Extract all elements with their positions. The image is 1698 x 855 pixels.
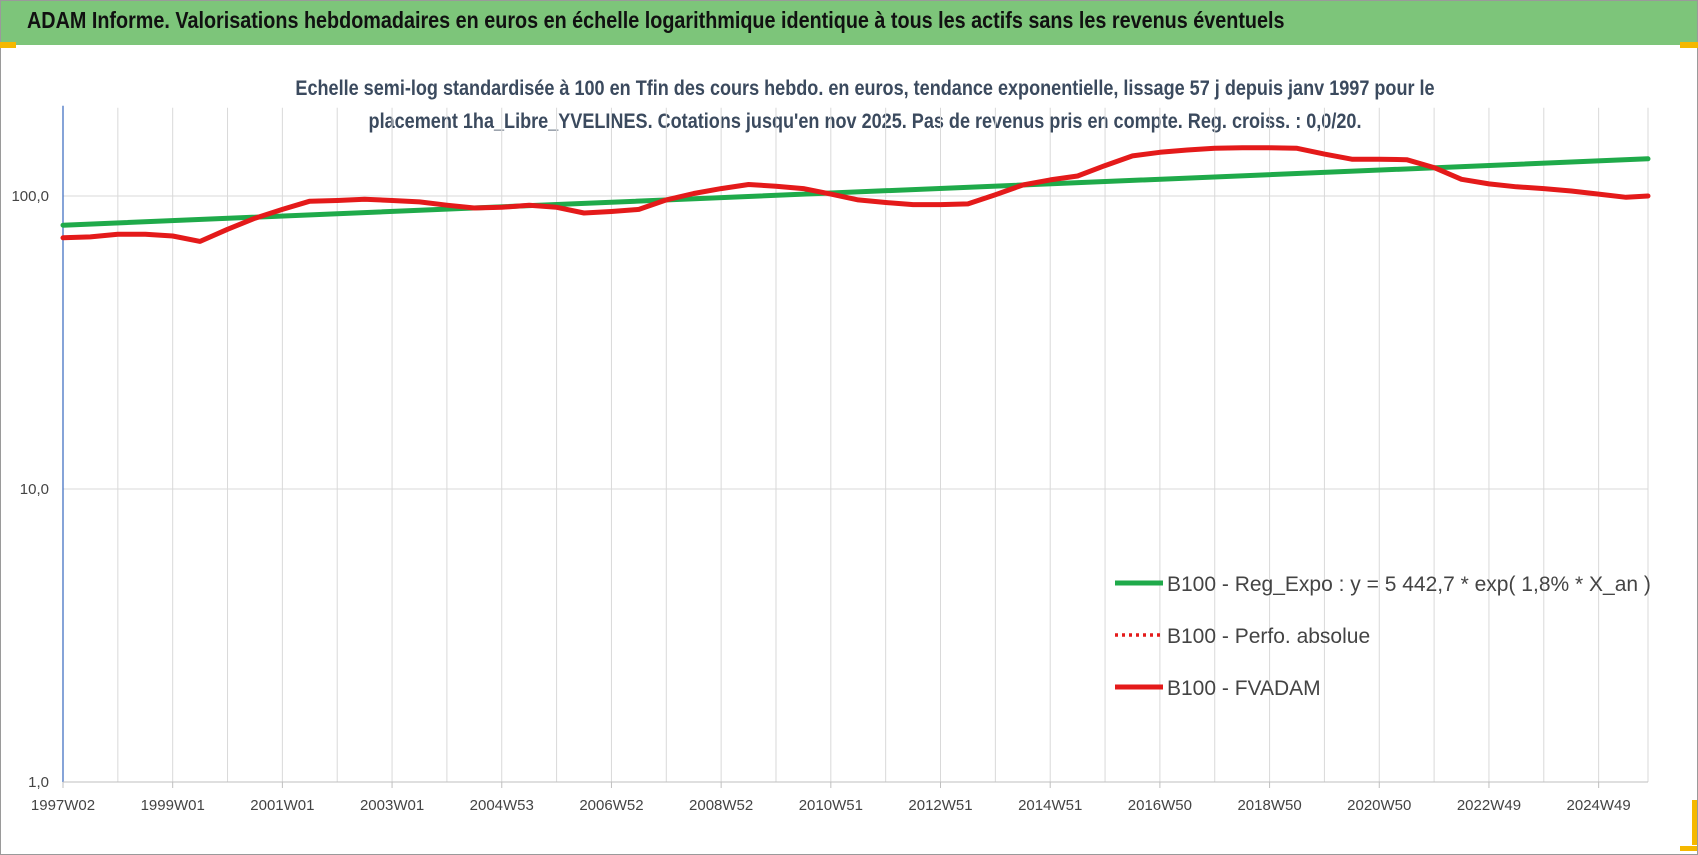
x-tick-label: 2004W53 — [470, 797, 534, 814]
x-tick-label: 2003W01 — [360, 797, 424, 814]
series-line-fvadam — [60, 145, 1651, 244]
corner-accent-bottom-right-foot — [1680, 846, 1697, 851]
corner-accent-top-left — [0, 42, 16, 48]
header-title: ADAM Informe. Valorisations hebdomadaire… — [27, 7, 1285, 33]
x-tick-label: 2016W50 — [1128, 797, 1192, 814]
x-tick-label: 2024W49 — [1567, 797, 1631, 814]
y-tick-label: 100,0 — [11, 188, 49, 205]
x-tick-label: 2008W52 — [689, 797, 753, 814]
corner-accent-top-right — [1680, 42, 1698, 48]
x-tick-label: 2010W51 — [799, 797, 863, 814]
x-tick-label: 2001W01 — [250, 797, 314, 814]
x-tick-label: 2022W49 — [1457, 797, 1521, 814]
x-tick-label: 2006W52 — [579, 797, 643, 814]
chart-title: Echelle semi-log standardisée à 100 en T… — [293, 72, 1437, 138]
legend-label: B100 - FVADAM — [1167, 677, 1321, 700]
header-bar: ADAM Informe. Valorisations hebdomadaire… — [1, 1, 1697, 45]
corner-accent-bottom-right — [1692, 800, 1697, 845]
x-tick-label: 1997W02 — [31, 797, 95, 814]
legend-label: B100 - Reg_Expo : y = 5 442,7 * exp( 1,8… — [1167, 573, 1651, 596]
series-line-reg-expo — [60, 156, 1651, 228]
x-tick-label: 1999W01 — [141, 797, 205, 814]
chart-title-line-1: Echelle semi-log standardisée à 100 en T… — [295, 77, 1435, 100]
x-tick-label: 2012W51 — [908, 797, 972, 814]
legend-label: B100 - Perfo. absolue — [1167, 625, 1370, 648]
x-tick-label: 2014W51 — [1018, 797, 1082, 814]
chart-title-line-2: placement 1ha_Libre_YVELINES. Cotations … — [368, 110, 1362, 133]
y-tick-label: 1,0 — [28, 774, 49, 791]
x-tick-label: 2020W50 — [1347, 797, 1411, 814]
x-tick-label: 2018W50 — [1237, 797, 1301, 814]
y-tick-label: 10,0 — [20, 481, 49, 498]
